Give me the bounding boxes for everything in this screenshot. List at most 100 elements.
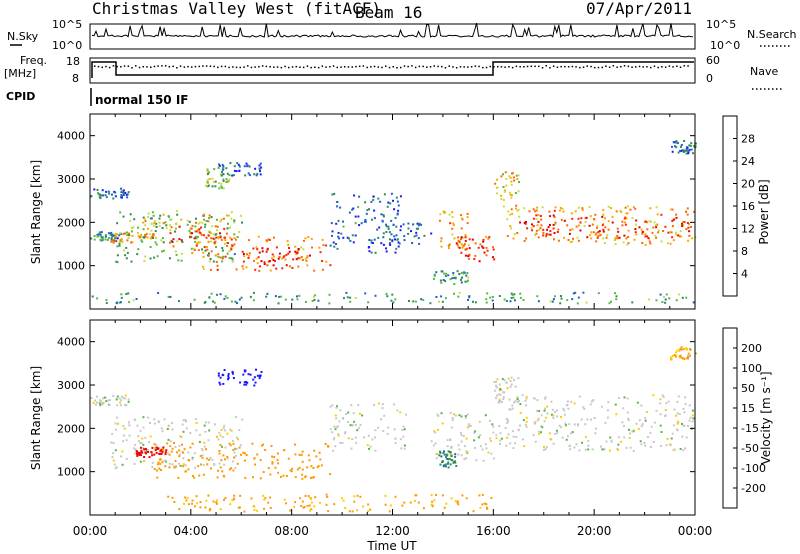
velocity-cell xyxy=(666,437,669,440)
velocity-cell xyxy=(438,454,441,457)
velocity-cell xyxy=(492,425,495,428)
power-cell xyxy=(653,221,656,224)
power-cell xyxy=(220,182,223,185)
power-cell xyxy=(248,239,251,242)
velocity-cell xyxy=(108,403,111,406)
velocity-cell xyxy=(384,494,387,497)
power-cell xyxy=(191,232,194,235)
velocity-cell xyxy=(243,381,246,384)
colorbar-tick-label: -50 xyxy=(741,442,759,455)
velocity-cell xyxy=(460,454,463,457)
velocity-cell xyxy=(310,476,312,479)
power-cell xyxy=(197,222,200,225)
velocity-cell xyxy=(536,399,539,402)
velocity-cell xyxy=(244,369,247,372)
velocity-cell xyxy=(169,440,172,443)
power-cell xyxy=(667,231,670,234)
velocity-cell xyxy=(240,453,242,456)
power-cell xyxy=(585,216,588,219)
velocity-cell xyxy=(232,469,235,472)
velocity-cell xyxy=(437,428,440,431)
power-cell xyxy=(453,292,455,295)
velocity-cell xyxy=(571,431,574,434)
power-cell xyxy=(686,146,689,149)
power-cell xyxy=(602,237,605,240)
power-cell xyxy=(126,196,129,199)
velocity-cell xyxy=(498,389,501,392)
velocity-cell xyxy=(220,445,223,448)
power-cell xyxy=(657,229,660,232)
power-cell xyxy=(252,291,255,294)
power-cell xyxy=(472,300,474,303)
velocity-cell xyxy=(446,458,449,460)
velocity-cell xyxy=(454,455,457,458)
nave-point xyxy=(441,65,443,68)
velocity-cell xyxy=(222,427,225,430)
nave-point xyxy=(642,66,644,68)
velocity-cell xyxy=(578,395,581,398)
velocity-cell xyxy=(669,444,672,447)
power-cell xyxy=(601,224,604,227)
velocity-cell xyxy=(236,462,239,465)
power-cell xyxy=(591,223,594,226)
velocity-cell xyxy=(617,448,619,451)
power-cell xyxy=(275,267,278,270)
velocity-cell xyxy=(492,431,495,434)
power-cell xyxy=(681,225,684,227)
power-cell xyxy=(588,206,591,208)
power-cell xyxy=(263,263,266,265)
nave-point xyxy=(247,65,249,67)
power-cell xyxy=(258,251,261,254)
velocity-cell xyxy=(534,421,537,424)
velocity-cell xyxy=(187,503,190,506)
power-cell xyxy=(267,260,270,263)
power-cell xyxy=(96,188,99,191)
velocity-cell xyxy=(551,408,554,411)
power-cell xyxy=(596,226,598,229)
power-cell xyxy=(461,246,464,249)
velocity-cell xyxy=(660,445,663,447)
velocity-cell xyxy=(517,429,520,432)
power-cell xyxy=(382,214,385,217)
power-cell xyxy=(295,253,298,256)
velocity-cell xyxy=(462,435,465,437)
nave-point xyxy=(463,66,465,68)
power-cell xyxy=(568,232,571,235)
velocity-cell xyxy=(298,466,301,469)
colorbar-tick-label: 28 xyxy=(741,133,755,146)
velocity-cell xyxy=(381,407,384,410)
velocity-cell xyxy=(121,463,124,466)
power-cell xyxy=(494,182,497,185)
velocity-cell xyxy=(209,456,212,459)
velocity-cell xyxy=(228,442,231,445)
power-cell xyxy=(175,253,178,256)
velocity-cell xyxy=(509,380,512,383)
nave-point xyxy=(489,65,491,68)
power-cell xyxy=(328,302,331,305)
power-cell xyxy=(321,268,324,271)
velocity-cell xyxy=(354,436,357,439)
nave-point xyxy=(351,66,353,68)
velocity-cell xyxy=(122,425,125,427)
power-heatmap xyxy=(90,140,697,305)
velocity-cell xyxy=(177,476,180,479)
power-cell xyxy=(515,174,518,177)
velocity-cell xyxy=(180,436,183,439)
velocity-cell xyxy=(253,457,256,460)
velocity-cell xyxy=(96,395,98,398)
power-cell xyxy=(515,204,518,207)
power-cell xyxy=(233,253,236,256)
velocity-cell xyxy=(681,423,683,425)
velocity-cell xyxy=(623,396,626,399)
velocity-cell xyxy=(684,403,687,406)
velocity-cell xyxy=(224,497,227,499)
power-cell xyxy=(351,234,354,237)
velocity-cell xyxy=(636,401,639,404)
velocity-cell xyxy=(550,438,553,441)
power-cell xyxy=(168,224,171,227)
velocity-cell xyxy=(301,500,304,503)
velocity-cell xyxy=(319,501,321,504)
power-cell xyxy=(223,227,226,230)
velocity-cell xyxy=(139,446,142,449)
power-cell xyxy=(370,200,373,203)
